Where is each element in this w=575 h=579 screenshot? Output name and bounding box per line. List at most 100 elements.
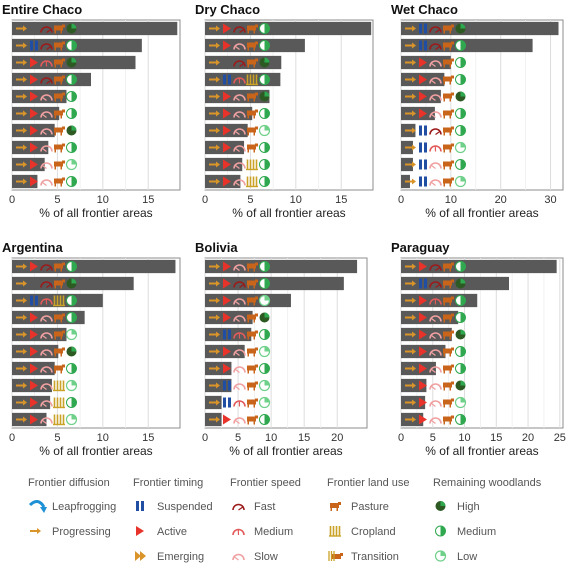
chart-title: Entire Chaco <box>2 2 82 17</box>
chart-title: Dry Chaco <box>195 2 260 17</box>
x-tick-label: 10 <box>458 432 470 444</box>
medium-woodland-icon <box>456 415 466 425</box>
medium-woodland-icon <box>67 398 77 408</box>
medium-woodland-icon <box>67 177 77 187</box>
suspended-icon <box>136 501 144 511</box>
x-tick-label: 0 <box>9 432 15 444</box>
low-woodland-icon <box>260 398 270 408</box>
x-tick-label: 5 <box>247 194 253 206</box>
medium-woodland-icon <box>456 262 466 272</box>
high-woodland-icon <box>67 24 77 34</box>
legend-item-label: Slow <box>254 551 278 563</box>
legend-item-label: Cropland <box>351 526 396 538</box>
x-tick-label: 15 <box>142 194 154 206</box>
high-woodland-icon <box>456 24 466 34</box>
bar <box>12 22 177 35</box>
legend-group: Frontier diffusionLeapfroggingProgressin… <box>28 477 116 538</box>
medium-woodland-icon <box>67 41 77 51</box>
x-tick-label: 15 <box>298 432 310 444</box>
x-tick-label: 20 <box>495 194 507 206</box>
x-axis-label: % of all frontier areas <box>425 206 538 220</box>
cropland-icon <box>329 526 341 536</box>
high-woodland-icon <box>260 313 270 323</box>
fast-icon <box>233 505 244 511</box>
medium-woodland-icon <box>456 313 466 323</box>
x-tick-label: 10 <box>97 194 109 206</box>
active-icon <box>136 526 144 536</box>
high-woodland-icon <box>67 279 77 289</box>
pasture-cow-icon <box>330 502 341 511</box>
progressing-icon <box>30 528 41 534</box>
legend-item-label: Active <box>157 526 187 538</box>
medium-woodland-icon <box>456 41 466 51</box>
low-woodland-icon <box>67 415 77 425</box>
x-tick-label: 20 <box>522 432 534 444</box>
medium-woodland-icon <box>67 92 77 102</box>
x-tick-label: 0 <box>398 432 404 444</box>
x-tick-label: 0 <box>202 432 208 444</box>
emerging-icon <box>135 551 146 561</box>
chart-title: Argentina <box>2 240 63 255</box>
x-axis-label: % of all frontier areas <box>229 444 342 458</box>
x-tick-label: 15 <box>490 432 502 444</box>
medium-woodland-icon <box>436 526 446 536</box>
high-woodland-icon <box>67 58 77 68</box>
x-tick-label: 10 <box>445 194 457 206</box>
legend-item-label: Suspended <box>157 501 213 513</box>
x-tick-label: 25 <box>554 432 566 444</box>
medium-woodland-icon <box>260 330 270 340</box>
low-woodland-icon <box>67 381 77 391</box>
transition-icon <box>329 551 343 561</box>
low-woodland-icon <box>436 551 446 561</box>
x-tick-label: 0 <box>202 194 208 206</box>
medium-woodland-icon <box>456 296 466 306</box>
legend-item-label: Pasture <box>351 501 389 513</box>
low-woodland-icon <box>456 143 466 153</box>
chart-title: Bolivia <box>195 240 238 255</box>
low-woodland-icon <box>67 330 77 340</box>
chart-title: Paraguay <box>391 240 450 255</box>
legend-item-label: Emerging <box>157 551 204 563</box>
medium-woodland-icon <box>67 75 77 85</box>
low-woodland-icon <box>456 177 466 187</box>
legend-svg: Frontier diffusionLeapfroggingProgressin… <box>0 470 575 574</box>
legend-item-label: High <box>457 501 480 513</box>
high-woodland-icon <box>436 501 446 511</box>
medium-woodland-icon <box>67 143 77 153</box>
high-woodland-icon <box>456 279 466 289</box>
slow-icon <box>233 555 244 561</box>
legend-group-title: Remaining woodlands <box>433 477 542 489</box>
medium-woodland-icon <box>67 296 77 306</box>
legend-group: Frontier land usePastureCroplandTransiti… <box>327 477 410 563</box>
high-woodland-icon <box>456 92 466 102</box>
high-woodland-icon <box>456 381 466 391</box>
x-axis-label: % of all frontier areas <box>39 444 152 458</box>
medium-woodland-icon <box>456 109 466 119</box>
legend-group-title: Frontier diffusion <box>28 477 110 489</box>
x-tick-label: 30 <box>544 194 556 206</box>
legend-item-label: Leapfrogging <box>52 501 116 513</box>
medium-woodland-icon <box>260 160 270 170</box>
x-axis-label: % of all frontier areas <box>232 206 345 220</box>
medium-woodland-icon <box>67 109 77 119</box>
low-woodland-icon <box>456 398 466 408</box>
medium-woodland-icon <box>67 313 77 323</box>
x-axis-label: % of all frontier areas <box>425 444 538 458</box>
medium-woodland-icon <box>260 364 270 374</box>
legend-group-title: Frontier speed <box>230 477 301 489</box>
medium-woodland-icon <box>260 24 270 34</box>
bar <box>401 277 509 290</box>
medium-woodland-icon <box>260 109 270 119</box>
x-tick-label: 10 <box>290 194 302 206</box>
